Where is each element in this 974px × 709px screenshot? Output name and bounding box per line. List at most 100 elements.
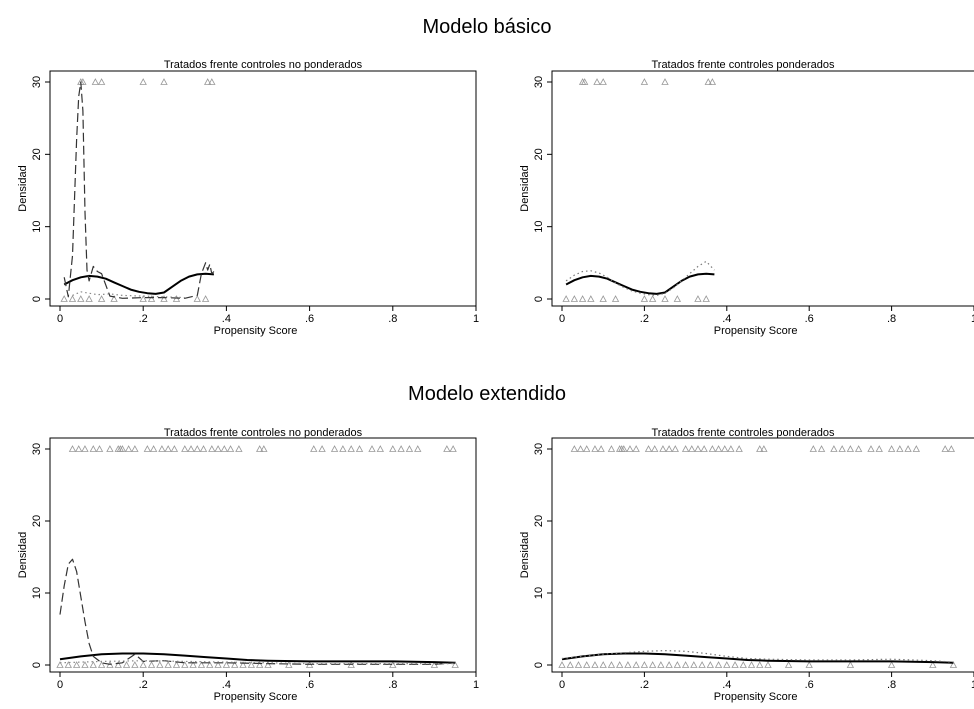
x-tick-label: .2	[139, 679, 148, 691]
rug-top-marker	[700, 445, 708, 452]
y-axis-label: Densidad	[519, 532, 531, 578]
plot-frame	[551, 437, 974, 673]
rug-top-marker	[347, 445, 355, 452]
rug-bottom-marker	[665, 661, 673, 668]
rug-top-marker	[756, 445, 764, 452]
rug-bottom-marker	[731, 661, 739, 668]
rug-bottom-marker	[122, 661, 131, 668]
rug-top-marker	[597, 445, 605, 452]
rug-bottom-marker	[201, 295, 210, 302]
rug-bottom-marker	[702, 295, 710, 302]
chart-panel-1: Tratados frente controles no ponderados 0…	[17, 59, 479, 337]
rug-top-marker	[131, 445, 139, 452]
y-tick-label: 0	[533, 662, 545, 668]
x-axis-label: Propensity Score	[714, 325, 798, 337]
rug-top-marker	[721, 445, 729, 452]
rug-bottom-marker	[607, 661, 616, 668]
rug-top-marker	[89, 445, 97, 452]
rug-bottom-marker	[673, 661, 682, 668]
x-tick-label: 0	[559, 313, 565, 325]
x-tick-label: .2	[640, 679, 649, 691]
y-axis-label: Densidad	[519, 165, 531, 211]
rug-bottom-marker	[661, 295, 669, 302]
rug-bottom-marker	[764, 661, 772, 668]
rug-bottom-marker	[887, 661, 896, 668]
x-tick-label: 1	[473, 313, 479, 325]
x-tick-label: .6	[805, 679, 814, 691]
rug-bottom-marker	[611, 295, 620, 302]
rug-bottom-marker	[706, 661, 714, 668]
rug-bottom-marker	[160, 295, 168, 302]
x-tick-label: .4	[222, 313, 231, 325]
rug-top-marker	[81, 445, 89, 452]
rug-top-marker	[355, 445, 364, 452]
rug-top-marker	[708, 78, 717, 85]
rug-top-marker	[681, 445, 690, 452]
rug-top-marker	[226, 445, 235, 452]
rug-top-marker	[591, 445, 599, 452]
series-line-dotted	[565, 260, 715, 296]
rug-bottom-marker	[139, 295, 147, 302]
rug-bottom-marker	[172, 661, 181, 668]
rug-top-marker	[688, 445, 696, 452]
rug-bottom-marker	[264, 661, 272, 668]
rug-top-marker	[160, 78, 168, 85]
rug-top-marker	[187, 445, 195, 452]
rug-bottom-marker	[77, 295, 85, 302]
rug-bottom-marker	[558, 661, 566, 668]
rug-bottom-marker	[784, 661, 793, 668]
rug-top-marker	[75, 445, 83, 452]
rug-bottom-marker	[81, 661, 89, 668]
rug-bottom-marker	[616, 661, 624, 668]
y-tick-label: 10	[533, 221, 545, 233]
rug-bottom-marker	[747, 661, 756, 668]
rug-bottom-marker	[189, 661, 197, 668]
rug-top-marker	[256, 445, 264, 452]
series-line-dotted	[72, 291, 185, 299]
rug-top-marker	[204, 78, 212, 85]
series-line-solid	[63, 272, 214, 295]
rug-top-marker	[235, 445, 243, 452]
y-axis-label: Densidad	[17, 532, 29, 578]
rug-top-marker	[659, 445, 667, 452]
rug-top-marker	[735, 445, 743, 452]
rug-top-marker	[91, 78, 100, 85]
chart-panel-2: Tratados frente controles ponderados 0 .2.…	[519, 59, 974, 337]
x-tick-label: 0	[57, 313, 63, 325]
rug-top-marker	[665, 445, 673, 452]
y-axis-label: Densidad	[17, 165, 29, 211]
rug-bottom-marker	[739, 661, 747, 668]
rug-top-marker	[875, 445, 883, 452]
rug-bottom-marker	[648, 661, 657, 668]
x-tick-label: 1	[473, 679, 479, 691]
rug-bottom-marker	[583, 661, 591, 668]
rug-bottom-marker	[147, 661, 156, 668]
x-tick-label: .6	[305, 679, 314, 691]
rug-bottom-marker	[110, 295, 118, 302]
rug-top-marker	[570, 445, 579, 452]
rug-top-marker	[170, 445, 179, 452]
rug-top-marker	[593, 78, 601, 85]
rug-bottom-marker	[72, 661, 81, 668]
rug-bottom-marker	[256, 661, 264, 668]
rug-bottom-marker	[106, 661, 114, 668]
rug-bottom-marker	[698, 661, 706, 668]
rug-top-marker	[97, 78, 106, 85]
rug-bottom-marker	[139, 661, 147, 668]
rug-bottom-marker	[285, 661, 293, 668]
rug-bottom-marker	[193, 295, 201, 302]
rug-top-marker	[310, 445, 318, 452]
rug-bottom-marker	[846, 661, 855, 668]
rug-bottom-marker	[60, 295, 68, 302]
rug-bottom-marker	[64, 661, 72, 668]
rug-top-marker	[118, 445, 127, 452]
rug-top-marker	[181, 445, 189, 452]
rug-bottom-marker	[247, 661, 256, 668]
rug-bottom-marker	[694, 295, 702, 302]
y-tick-label: 10	[31, 587, 43, 599]
rug-top-marker	[671, 445, 679, 452]
rug-bottom-marker	[723, 661, 731, 668]
rug-top-marker	[376, 445, 384, 452]
y-tick-label: 30	[533, 76, 545, 88]
rug-bottom-marker	[56, 661, 64, 668]
